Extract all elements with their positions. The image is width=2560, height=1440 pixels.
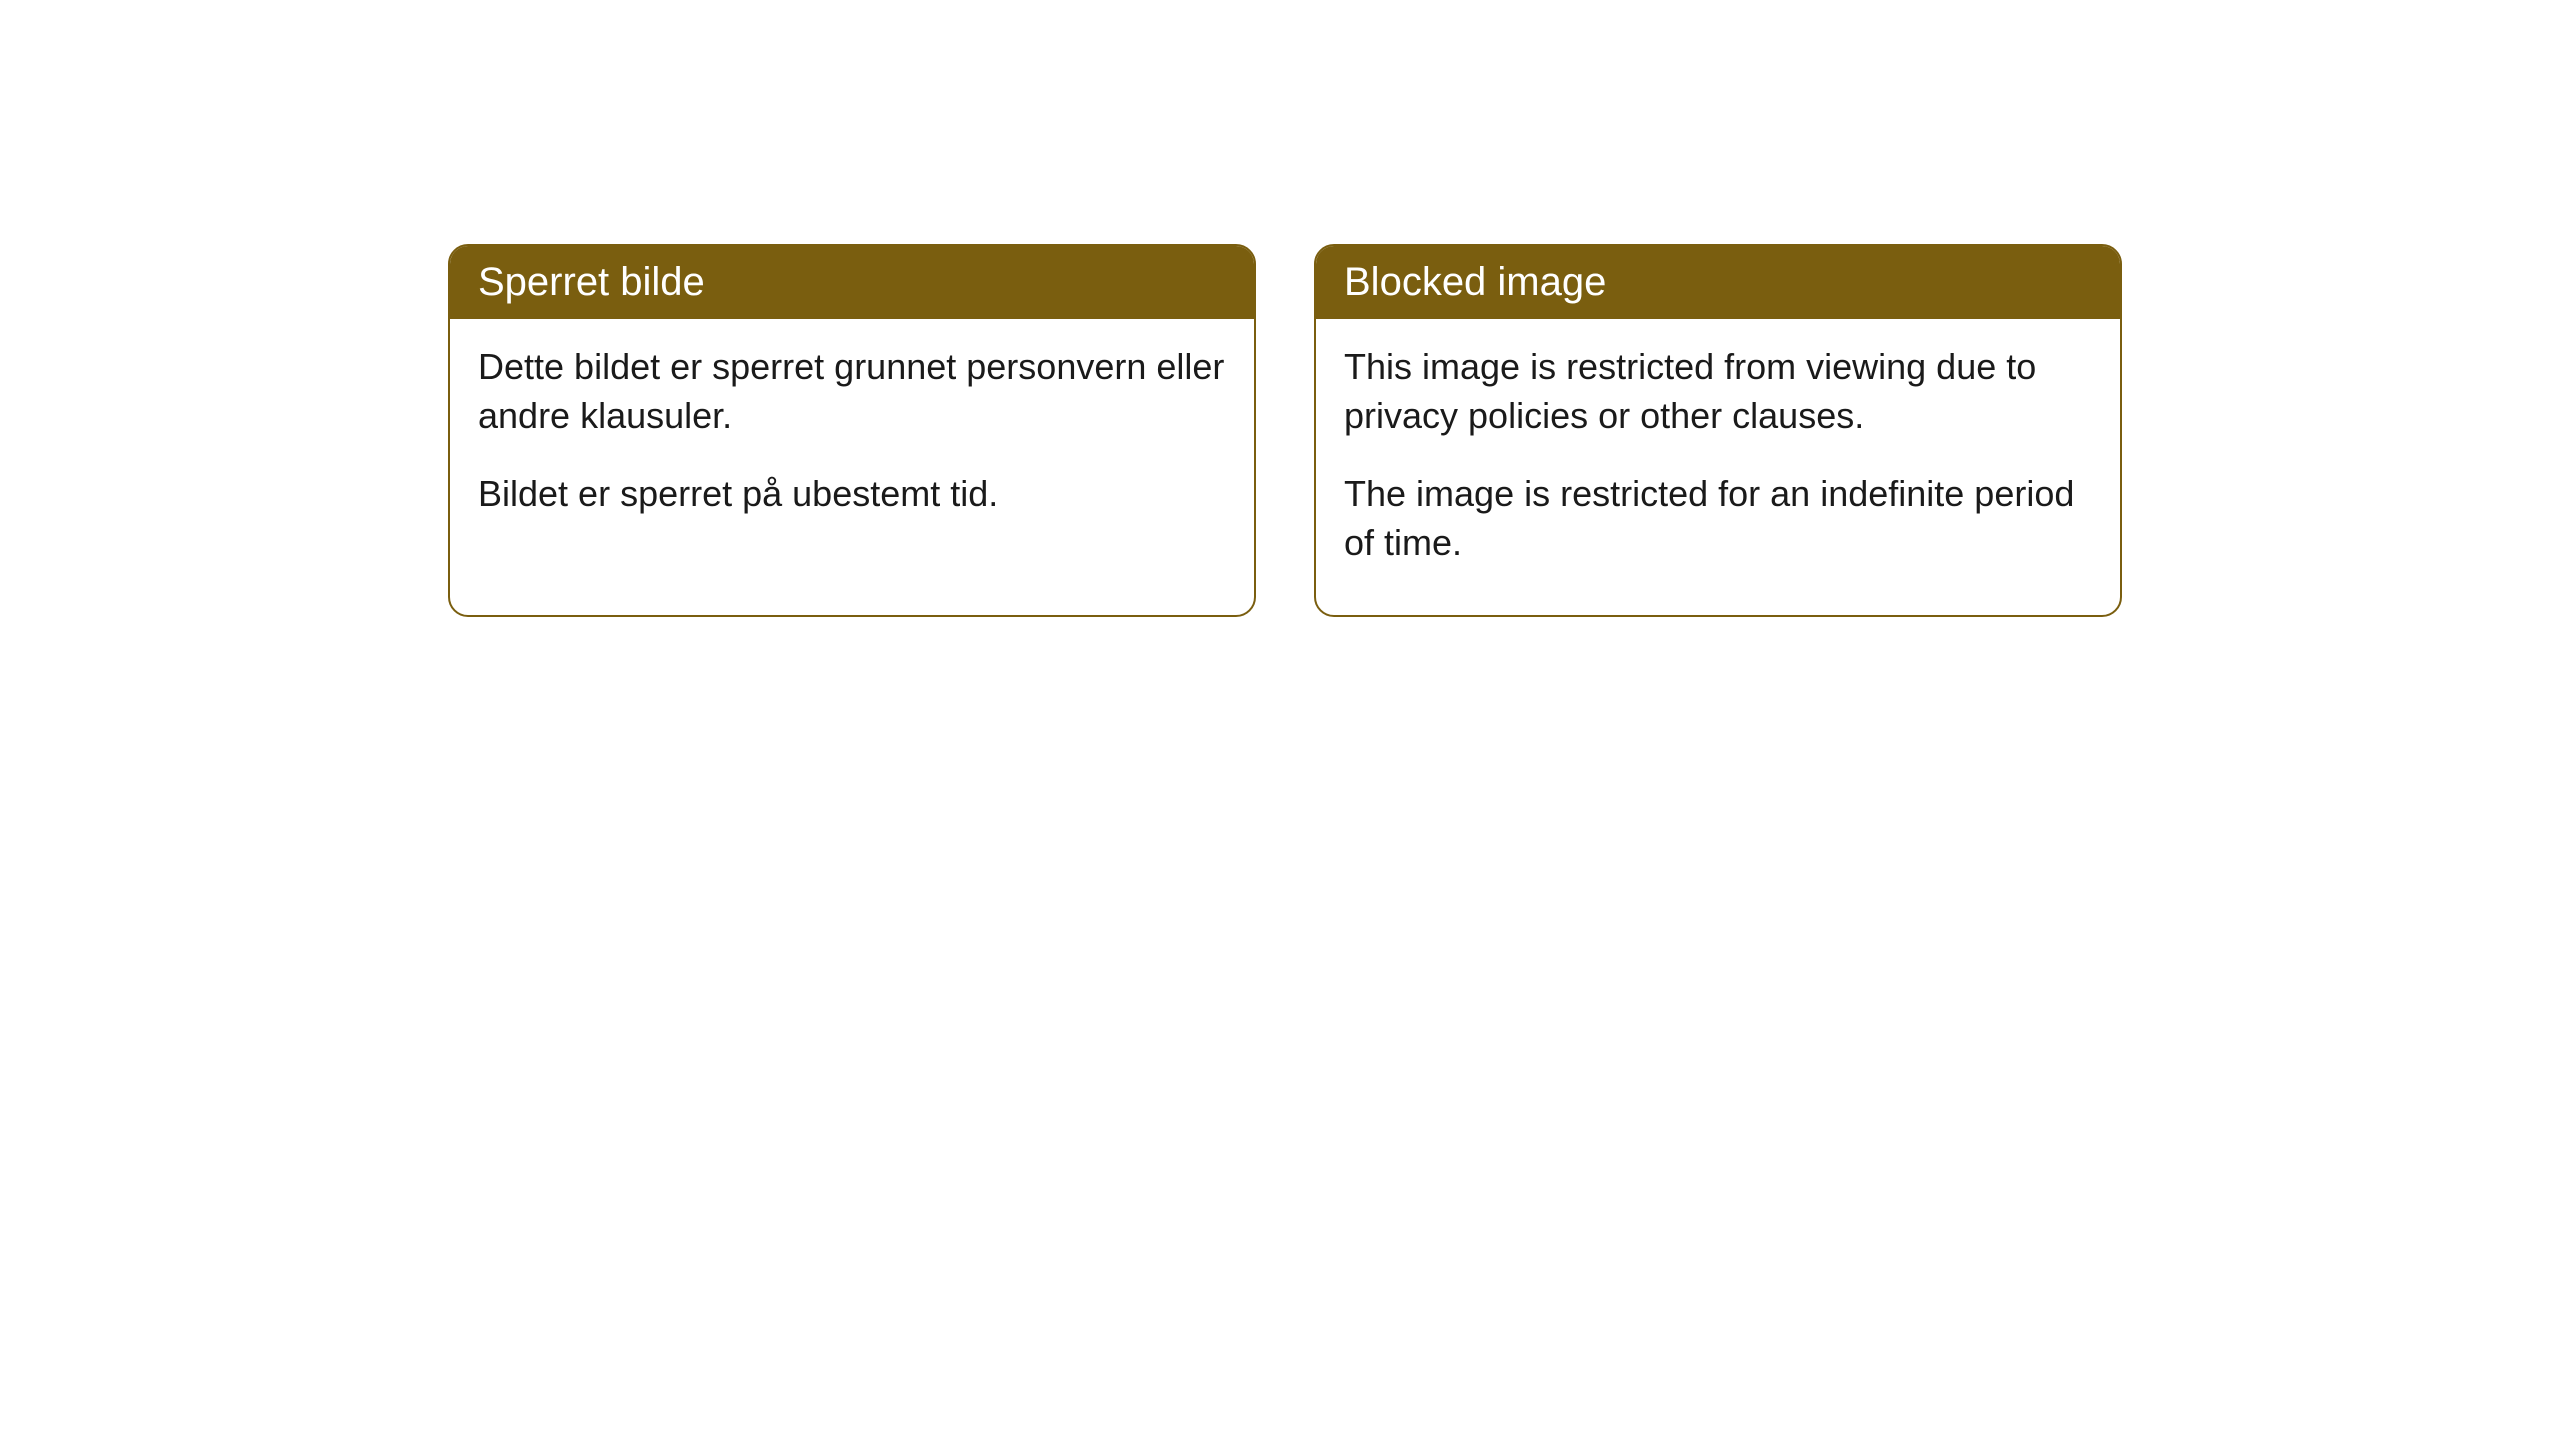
card-paragraph: The image is restricted for an indefinit… — [1344, 470, 2092, 567]
card-title: Blocked image — [1344, 260, 1606, 304]
card-paragraph: Dette bildet er sperret grunnet personve… — [478, 343, 1226, 440]
notice-cards-container: Sperret bilde Dette bildet er sperret gr… — [448, 244, 2122, 617]
blocked-image-card-norwegian: Sperret bilde Dette bildet er sperret gr… — [448, 244, 1256, 617]
card-body: This image is restricted from viewing du… — [1316, 319, 2120, 615]
card-header: Sperret bilde — [450, 246, 1254, 319]
card-header: Blocked image — [1316, 246, 2120, 319]
card-title: Sperret bilde — [478, 260, 705, 304]
blocked-image-card-english: Blocked image This image is restricted f… — [1314, 244, 2122, 617]
card-paragraph: This image is restricted from viewing du… — [1344, 343, 2092, 440]
card-body: Dette bildet er sperret grunnet personve… — [450, 319, 1254, 567]
card-paragraph: Bildet er sperret på ubestemt tid. — [478, 470, 1226, 519]
